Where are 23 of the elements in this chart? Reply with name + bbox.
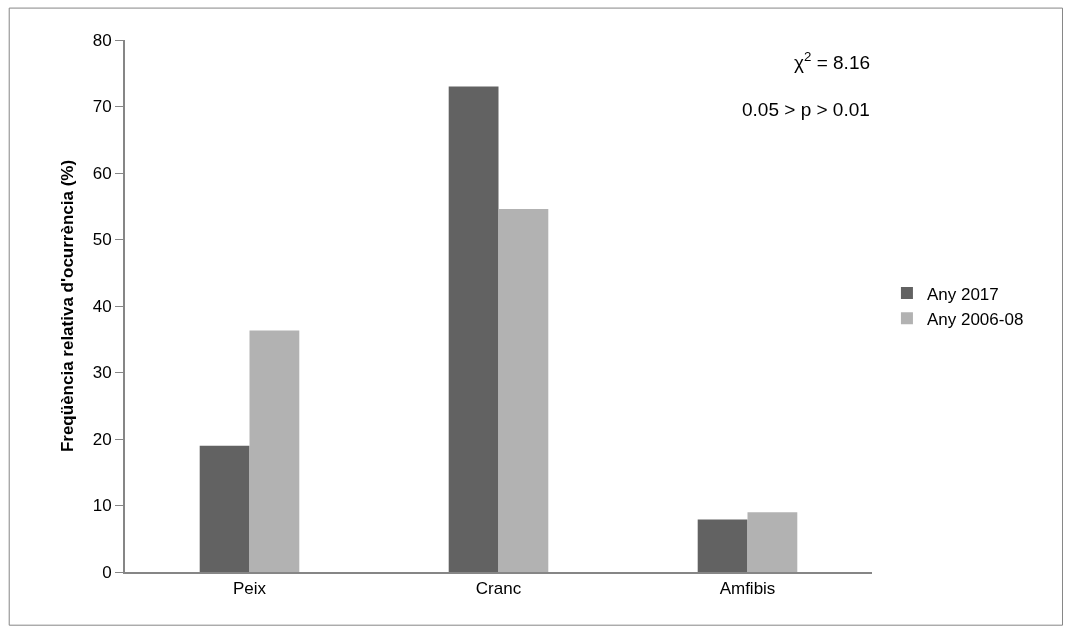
y-tick-label: 0	[102, 562, 112, 582]
y-tick-label: 80	[92, 30, 112, 50]
x-tick-label: Peix	[232, 579, 267, 599]
bar	[697, 519, 748, 572]
bar	[249, 330, 300, 572]
y-tick-label: 60	[92, 163, 112, 183]
annotation: χ$^{2}$ = 8.16	[794, 49, 871, 73]
legend-label: Any 2006-08	[926, 309, 1024, 329]
y-tick-label: 10	[92, 496, 112, 516]
x-tick-label: Amfibis	[719, 579, 776, 599]
y-axis-title: Freqüència relativa d'ocurrència (%)	[57, 159, 77, 453]
bar	[448, 86, 499, 572]
bar	[747, 512, 798, 572]
y-tick-label: 40	[92, 296, 112, 316]
y-tick-label: 50	[92, 230, 112, 250]
bar	[498, 208, 549, 572]
bar	[199, 445, 250, 572]
y-tick-label: 70	[92, 97, 112, 117]
annotation: 0.05 > p > 0.01	[742, 99, 870, 120]
y-tick-label: 20	[92, 429, 112, 449]
x-tick-label: Cranc	[475, 579, 522, 599]
y-tick-label: 30	[92, 363, 112, 383]
legend-label: Any 2017	[926, 284, 999, 304]
